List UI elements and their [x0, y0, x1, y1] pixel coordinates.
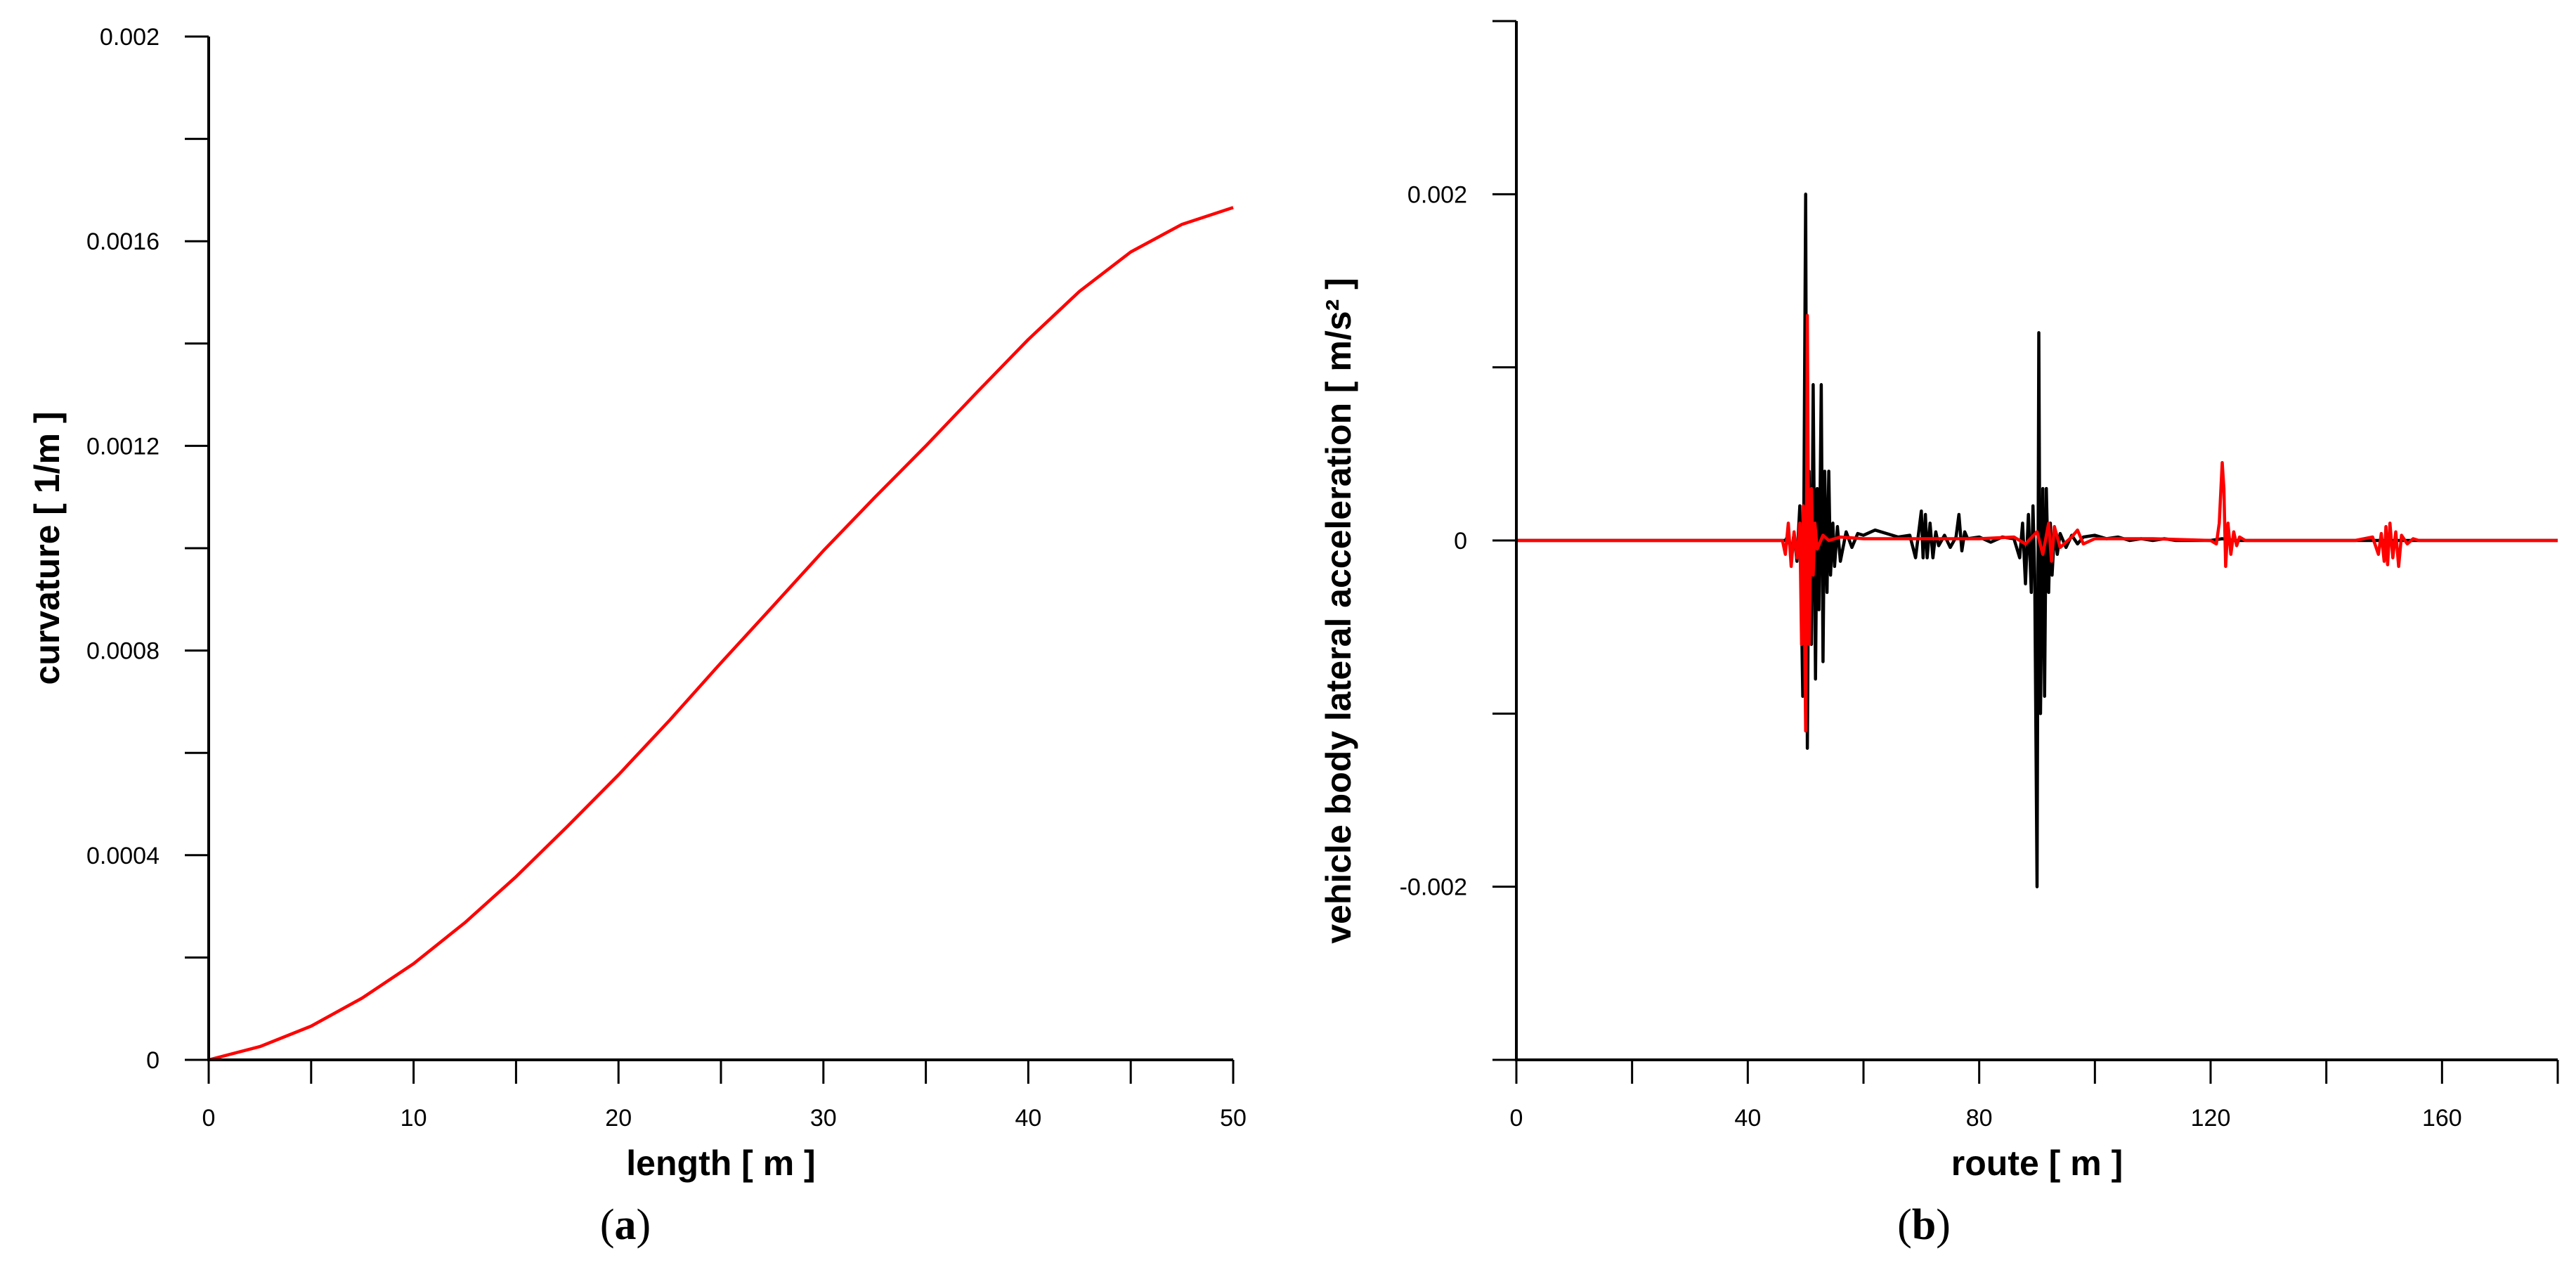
panel-a-series: [208, 206, 1234, 1062]
panel-b-x-tick-label: 160: [2422, 1105, 2462, 1132]
panel-a-x-tick-label: 20: [605, 1105, 632, 1132]
panel-a-tick-labels: 0 10 20 30 40 50 0 0.0004 0.0008 0.0012 0.0016 0.00…: [86, 24, 1247, 1132]
panel-b-x-tick-label: 120: [2191, 1105, 2231, 1132]
panel-b-y-tick-label: -0.002: [1400, 874, 1467, 901]
panel-a-x-tick-label: 0: [202, 1105, 216, 1132]
panel-a-x-axis-label: length [ m ]: [626, 1143, 815, 1183]
panel-a-axes: [207, 37, 1233, 1061]
panel-b-series-line-2: [1516, 313, 2558, 733]
panel-a-caption: (a): [600, 1201, 651, 1249]
panel-a-y-axis-label: curvature [ 1/m ]: [27, 411, 67, 685]
panel-a-y-tick-label: 0.0016: [86, 228, 160, 255]
panel-b-y-tick-label: 0.002: [1407, 181, 1467, 208]
panel-a-y-tick-label: 0.0008: [86, 638, 160, 665]
panel-b-series: [1516, 193, 2558, 888]
panel-a-x-tick-label: 40: [1015, 1105, 1041, 1132]
chart-panel-a: 0 10 20 30 40 50 0 0.0004 0.0008 0.0012 0.0016 0.00…: [27, 24, 1247, 1249]
panel-a-x-tick-label: 50: [1220, 1105, 1247, 1132]
panel-a-y-tick-label: 0.0012: [86, 433, 160, 460]
panel-a-y-tick-label: 0.0004: [86, 843, 160, 869]
panel-a-ticks: [185, 35, 1235, 1084]
panel-b-x-tick-label: 80: [1966, 1105, 1993, 1132]
panel-a-y-tick-label: 0: [146, 1047, 160, 1074]
panel-b-tick-labels: 0 40 80 120 160 -0.002 0 0.002: [1400, 181, 2462, 1132]
panel-a-x-tick-label: 30: [810, 1105, 837, 1132]
panel-b-ticks: [1492, 20, 2559, 1084]
panel-b-y-axis-label: vehicle body lateral acceleration [ m/s²…: [1319, 278, 1358, 944]
panel-b-letter: b: [1912, 1201, 1936, 1249]
panel-b-x-tick-label: 40: [1734, 1105, 1761, 1132]
panel-a-x-tick-label: 10: [401, 1105, 427, 1132]
panel-a-y-tick-label: 0.002: [100, 24, 160, 51]
panel-a-series-line-1: [208, 206, 1234, 1062]
panel-a-letter: a: [615, 1201, 637, 1249]
panel-b-y-tick-label: 0: [1454, 528, 1467, 555]
panel-b-axes: [1515, 21, 2558, 1061]
chart-panel-b: 0 40 80 120 160 -0.002 0 0.002 route [ m ] vehi…: [1319, 20, 2559, 1249]
panel-b-x-axis-label: route [ m ]: [1951, 1143, 2123, 1183]
panel-b-caption: (b): [1897, 1201, 1951, 1249]
panel-b-x-tick-label: 0: [1510, 1105, 1523, 1132]
